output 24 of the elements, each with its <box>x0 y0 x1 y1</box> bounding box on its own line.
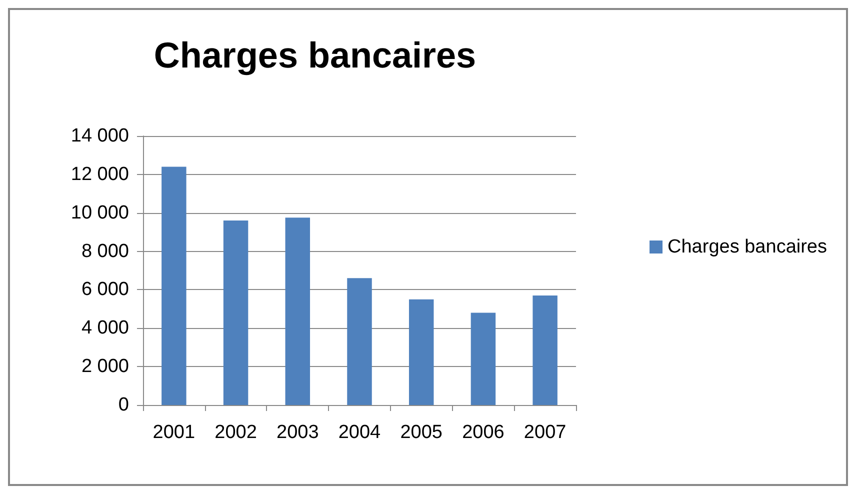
y-tick-label: 6 000 <box>81 279 129 300</box>
y-tick-label: 0 <box>118 394 129 416</box>
y-tick-label: 14 000 <box>70 126 129 146</box>
x-tick-label: 2003 <box>276 422 319 443</box>
y-tick-label: 8 000 <box>81 240 129 262</box>
x-tick-label: 2007 <box>524 422 566 443</box>
x-tick-label: 2001 <box>152 422 196 443</box>
x-tick-label: 2005 <box>400 422 442 443</box>
y-tick-label: 10 000 <box>70 202 129 224</box>
bar <box>347 278 372 405</box>
bar <box>470 312 496 405</box>
x-tick-label: 2002 <box>214 422 257 443</box>
bar <box>162 166 186 405</box>
legend-label: Charges bancaires <box>668 236 828 258</box>
bar <box>408 299 434 405</box>
bar <box>223 220 248 405</box>
y-tick-label: 12 000 <box>70 164 129 185</box>
bar <box>532 295 558 405</box>
y-tick-label: 4 000 <box>81 318 129 339</box>
x-tick-label: 2006 <box>462 422 504 443</box>
x-tick-label: 2004 <box>338 422 382 443</box>
chart-title: Charges bancaires <box>154 34 476 76</box>
bar <box>285 218 310 405</box>
y-tick-label: 2 000 <box>81 356 129 378</box>
